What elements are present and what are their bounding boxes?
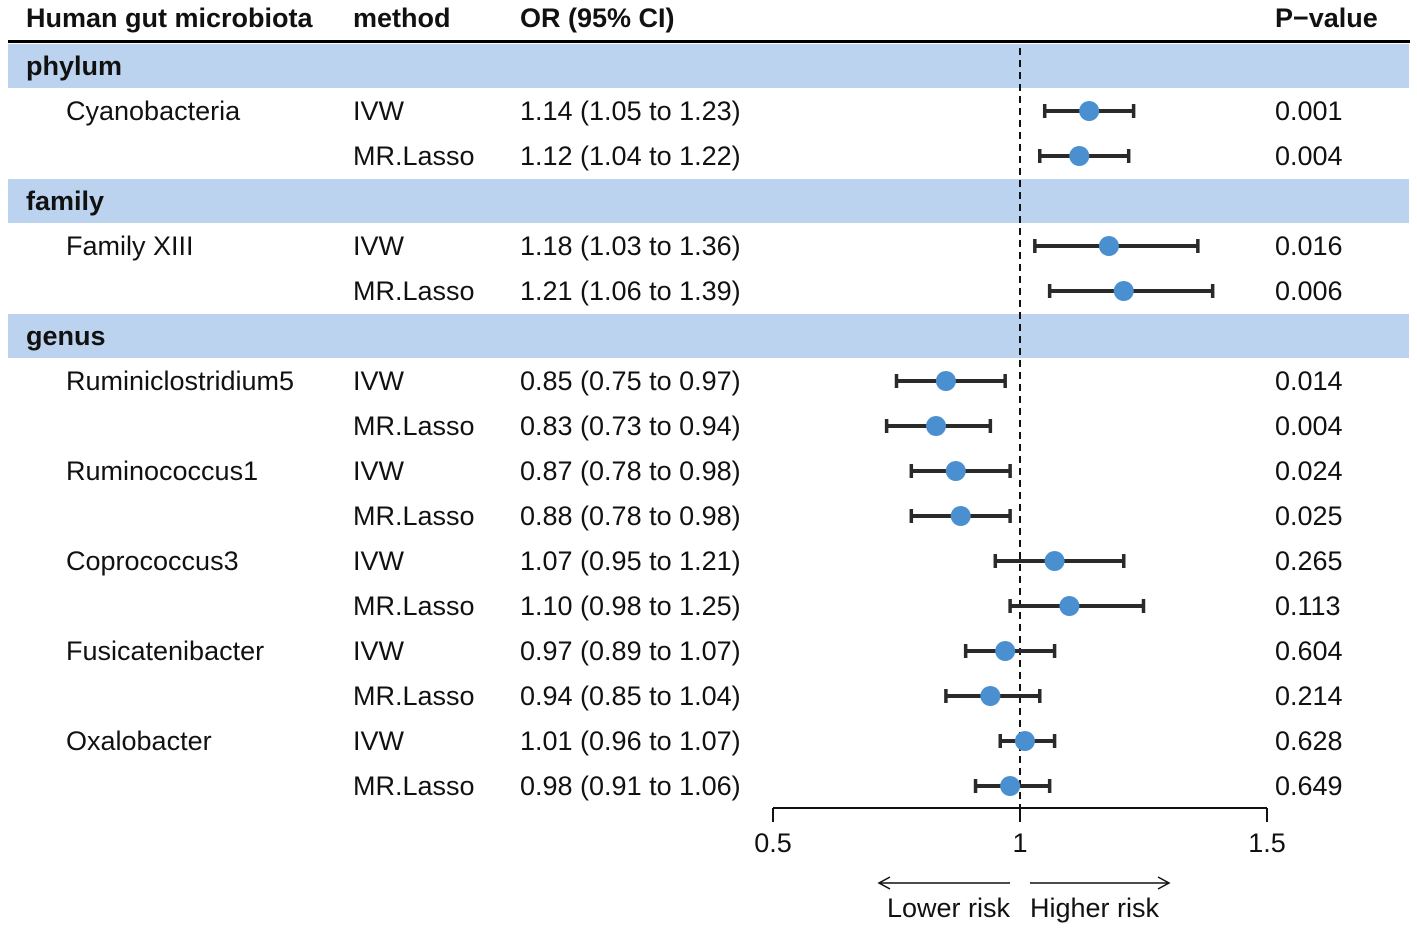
p-value: 0.014 (1275, 366, 1343, 396)
p-value: 0.025 (1275, 501, 1343, 531)
method-label: MR.Lasso (353, 681, 475, 711)
p-value: 0.016 (1275, 231, 1343, 261)
or-point (1000, 776, 1021, 796)
group-label: phylum (26, 51, 123, 81)
or-ci-text: 0.87 (0.78 to 0.98) (520, 456, 741, 486)
or-point (1079, 101, 1100, 121)
or-point (1014, 731, 1035, 751)
or-point (1059, 596, 1080, 616)
method-label: MR.Lasso (353, 411, 475, 441)
x-tick-label: 1 (1012, 828, 1027, 858)
or-ci-text: 1.18 (1.03 to 1.36) (520, 231, 741, 261)
x-tick-label: 1.5 (1248, 828, 1286, 858)
group-label: family (26, 186, 105, 216)
group-label: genus (26, 321, 106, 351)
header-pvalue: P−value (1275, 3, 1378, 33)
or-point (945, 461, 966, 481)
method-label: MR.Lasso (353, 771, 475, 801)
or-point (950, 506, 971, 526)
taxon-label: Cyanobacteria (66, 96, 241, 126)
taxon-label: Ruminiclostridium5 (66, 366, 295, 396)
method-label: IVW (353, 636, 404, 666)
header-or: OR (95% CI) (520, 3, 675, 33)
higher-risk-arrow-head (1157, 876, 1171, 890)
method-label: IVW (353, 366, 404, 396)
p-value: 0.004 (1275, 411, 1343, 441)
or-point (1044, 551, 1065, 571)
x-tick-label: 0.5 (754, 828, 792, 858)
or-ci-text: 0.83 (0.73 to 0.94) (520, 411, 741, 441)
method-label: IVW (353, 726, 404, 756)
header-rule (8, 40, 1410, 43)
p-value: 0.004 (1275, 141, 1343, 171)
or-ci-text: 0.88 (0.78 to 0.98) (520, 501, 741, 531)
or-point (1069, 146, 1090, 166)
p-value: 0.113 (1275, 591, 1341, 621)
method-label: IVW (353, 231, 404, 261)
group-band (8, 44, 1409, 88)
p-value: 0.001 (1275, 96, 1343, 126)
or-ci-text: 1.01 (0.96 to 1.07) (520, 726, 741, 756)
or-point (1113, 281, 1134, 301)
lower-risk-arrow-head (877, 876, 891, 890)
method-label: MR.Lasso (353, 141, 475, 171)
taxon-label: Ruminococcus1 (66, 456, 259, 486)
method-label: IVW (353, 96, 404, 126)
p-value: 0.265 (1275, 546, 1343, 576)
lower-risk-label: Lower risk (887, 893, 1011, 923)
p-value: 0.214 (1275, 681, 1343, 711)
or-point (935, 371, 956, 391)
p-value: 0.006 (1275, 276, 1343, 306)
or-ci-text: 1.21 (1.06 to 1.39) (520, 276, 741, 306)
or-ci-text: 1.07 (0.95 to 1.21) (520, 546, 741, 576)
method-label: MR.Lasso (353, 276, 475, 306)
p-value: 0.628 (1275, 726, 1343, 756)
method-label: IVW (353, 456, 404, 486)
taxon-label: Oxalobacter (66, 726, 212, 756)
method-label: MR.Lasso (353, 501, 475, 531)
method-label: MR.Lasso (353, 591, 475, 621)
higher-risk-label: Higher risk (1030, 893, 1160, 923)
header-microbiota: Human gut microbiota (26, 3, 313, 33)
or-ci-text: 0.85 (0.75 to 0.97) (520, 366, 741, 396)
group-band (8, 179, 1409, 223)
or-ci-text: 0.94 (0.85 to 1.04) (520, 681, 741, 711)
or-point (995, 641, 1016, 661)
taxon-label: Fusicatenibacter (66, 636, 265, 666)
or-point (1098, 236, 1119, 256)
p-value: 0.024 (1275, 456, 1343, 486)
taxon-label: Coprococcus3 (66, 546, 239, 576)
or-point (926, 416, 947, 436)
method-label: IVW (353, 546, 404, 576)
p-value: 0.604 (1275, 636, 1343, 666)
p-value: 0.649 (1275, 771, 1343, 801)
or-ci-text: 0.97 (0.89 to 1.07) (520, 636, 741, 666)
taxon-label: Family XIII (66, 231, 194, 261)
header-method: method (353, 3, 451, 33)
or-ci-text: 0.98 (0.91 to 1.06) (520, 771, 741, 801)
or-ci-text: 1.14 (1.05 to 1.23) (520, 96, 741, 126)
group-band (8, 314, 1409, 358)
or-ci-text: 1.10 (0.98 to 1.25) (520, 591, 741, 621)
or-point (980, 686, 1001, 706)
or-ci-text: 1.12 (1.04 to 1.22) (520, 141, 741, 171)
